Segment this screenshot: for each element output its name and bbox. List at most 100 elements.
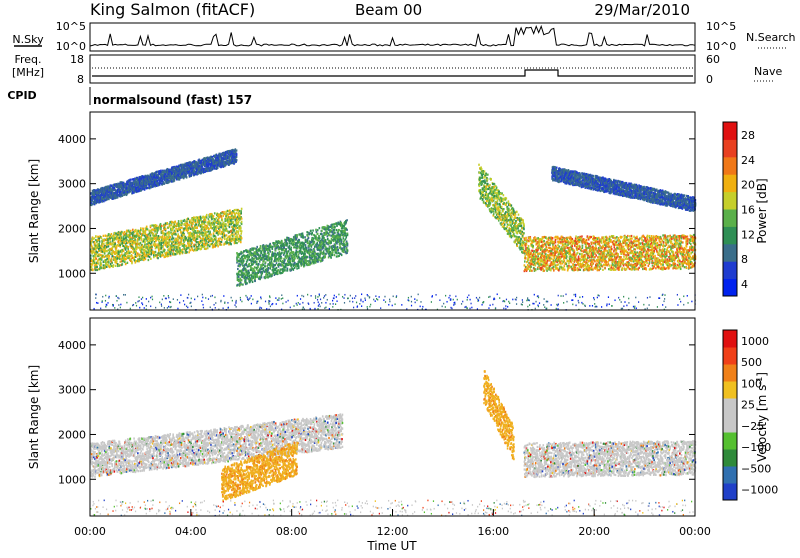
data-cell — [264, 271, 266, 273]
data-cell — [190, 228, 192, 230]
data-cell — [155, 243, 157, 245]
data-cell — [198, 222, 200, 224]
data-cell — [281, 252, 283, 254]
data-cell — [188, 242, 190, 244]
data-cell — [118, 231, 120, 233]
data-cell — [156, 225, 158, 227]
data-cell — [139, 254, 141, 256]
data-cell — [147, 228, 149, 230]
data-cell — [125, 249, 127, 251]
data-cell — [223, 232, 225, 234]
data-cell — [261, 252, 263, 254]
data-cell — [238, 273, 240, 275]
data-cell — [116, 244, 118, 246]
data-cell — [93, 257, 95, 259]
data-cell — [265, 253, 267, 255]
data-cell — [197, 238, 199, 240]
data-cell — [166, 223, 168, 225]
data-cell — [154, 230, 156, 232]
freq-tick-bottom: 8 — [77, 73, 84, 86]
data-cell — [241, 237, 243, 239]
data-cell — [175, 233, 177, 235]
data-cell — [287, 242, 289, 244]
data-cell — [235, 227, 237, 229]
data-cell — [153, 256, 155, 258]
data-cell — [187, 218, 189, 220]
data-cell — [254, 280, 256, 282]
data-cell — [201, 228, 203, 230]
data-cell — [168, 243, 170, 245]
data-cell — [150, 258, 152, 260]
data-cell — [103, 235, 105, 237]
data-cell — [108, 233, 110, 235]
data-cell — [221, 239, 223, 241]
data-cell — [174, 221, 176, 223]
data-cell — [137, 241, 139, 243]
data-cell — [273, 272, 275, 274]
data-cell — [156, 234, 158, 236]
data-cell — [206, 216, 208, 218]
nsky-label: N.Sky — [12, 33, 44, 46]
data-cell — [157, 229, 159, 231]
data-cell — [205, 248, 207, 250]
data-cell — [155, 251, 157, 253]
data-cell — [224, 234, 226, 236]
data-cell — [197, 172, 199, 174]
data-cell — [127, 246, 129, 248]
nsearch-label: N.Search — [746, 31, 796, 44]
data-cell — [214, 212, 216, 214]
data-cell — [98, 262, 100, 264]
data-cell — [124, 231, 126, 233]
data-cell — [181, 243, 183, 245]
data-cell — [283, 247, 285, 249]
data-cell — [172, 229, 174, 231]
data-cell — [232, 221, 234, 223]
data-cell — [115, 265, 117, 267]
data-cell — [209, 231, 211, 233]
data-cell — [202, 223, 204, 225]
data-cell — [214, 223, 216, 225]
data-cell — [144, 240, 146, 242]
data-cell — [222, 226, 224, 228]
data-cell — [150, 225, 152, 227]
data-cell — [237, 268, 239, 270]
data-cell — [111, 233, 113, 235]
data-cell — [223, 211, 225, 213]
data-cell — [151, 246, 153, 248]
data-cell — [207, 244, 209, 246]
data-cell — [172, 221, 174, 223]
data-cell — [174, 179, 176, 181]
data-cell — [101, 263, 103, 265]
data-cell — [161, 225, 163, 227]
data-cell — [249, 274, 251, 276]
data-cell — [93, 237, 95, 239]
data-cell — [281, 240, 283, 242]
data-cell — [123, 238, 125, 240]
data-cell — [208, 228, 210, 230]
data-cell — [243, 260, 245, 262]
data-cell — [209, 220, 211, 222]
data-cell — [158, 240, 160, 242]
data-cell — [220, 215, 222, 217]
noise-trace — [90, 26, 695, 48]
data-cell — [222, 236, 224, 238]
data-cell — [130, 251, 132, 253]
data-cell — [234, 209, 236, 211]
data-cell — [150, 235, 152, 237]
data-cell — [169, 236, 171, 238]
data-cell — [225, 223, 227, 225]
data-cell — [232, 231, 234, 233]
data-cell — [140, 242, 142, 244]
data-cell — [240, 212, 242, 214]
data-cell — [221, 241, 223, 243]
data-cell — [238, 221, 240, 223]
data-cell — [242, 283, 244, 285]
freq-panel: Freq. [MHz] 18 8 60 0 Nave — [12, 53, 783, 86]
data-cell — [202, 235, 204, 237]
data-cell — [246, 282, 248, 284]
data-cell — [193, 220, 195, 222]
data-cell — [180, 220, 182, 222]
data-cell — [277, 272, 279, 274]
freq-tick-top: 18 — [70, 53, 84, 66]
data-cell — [169, 225, 171, 227]
